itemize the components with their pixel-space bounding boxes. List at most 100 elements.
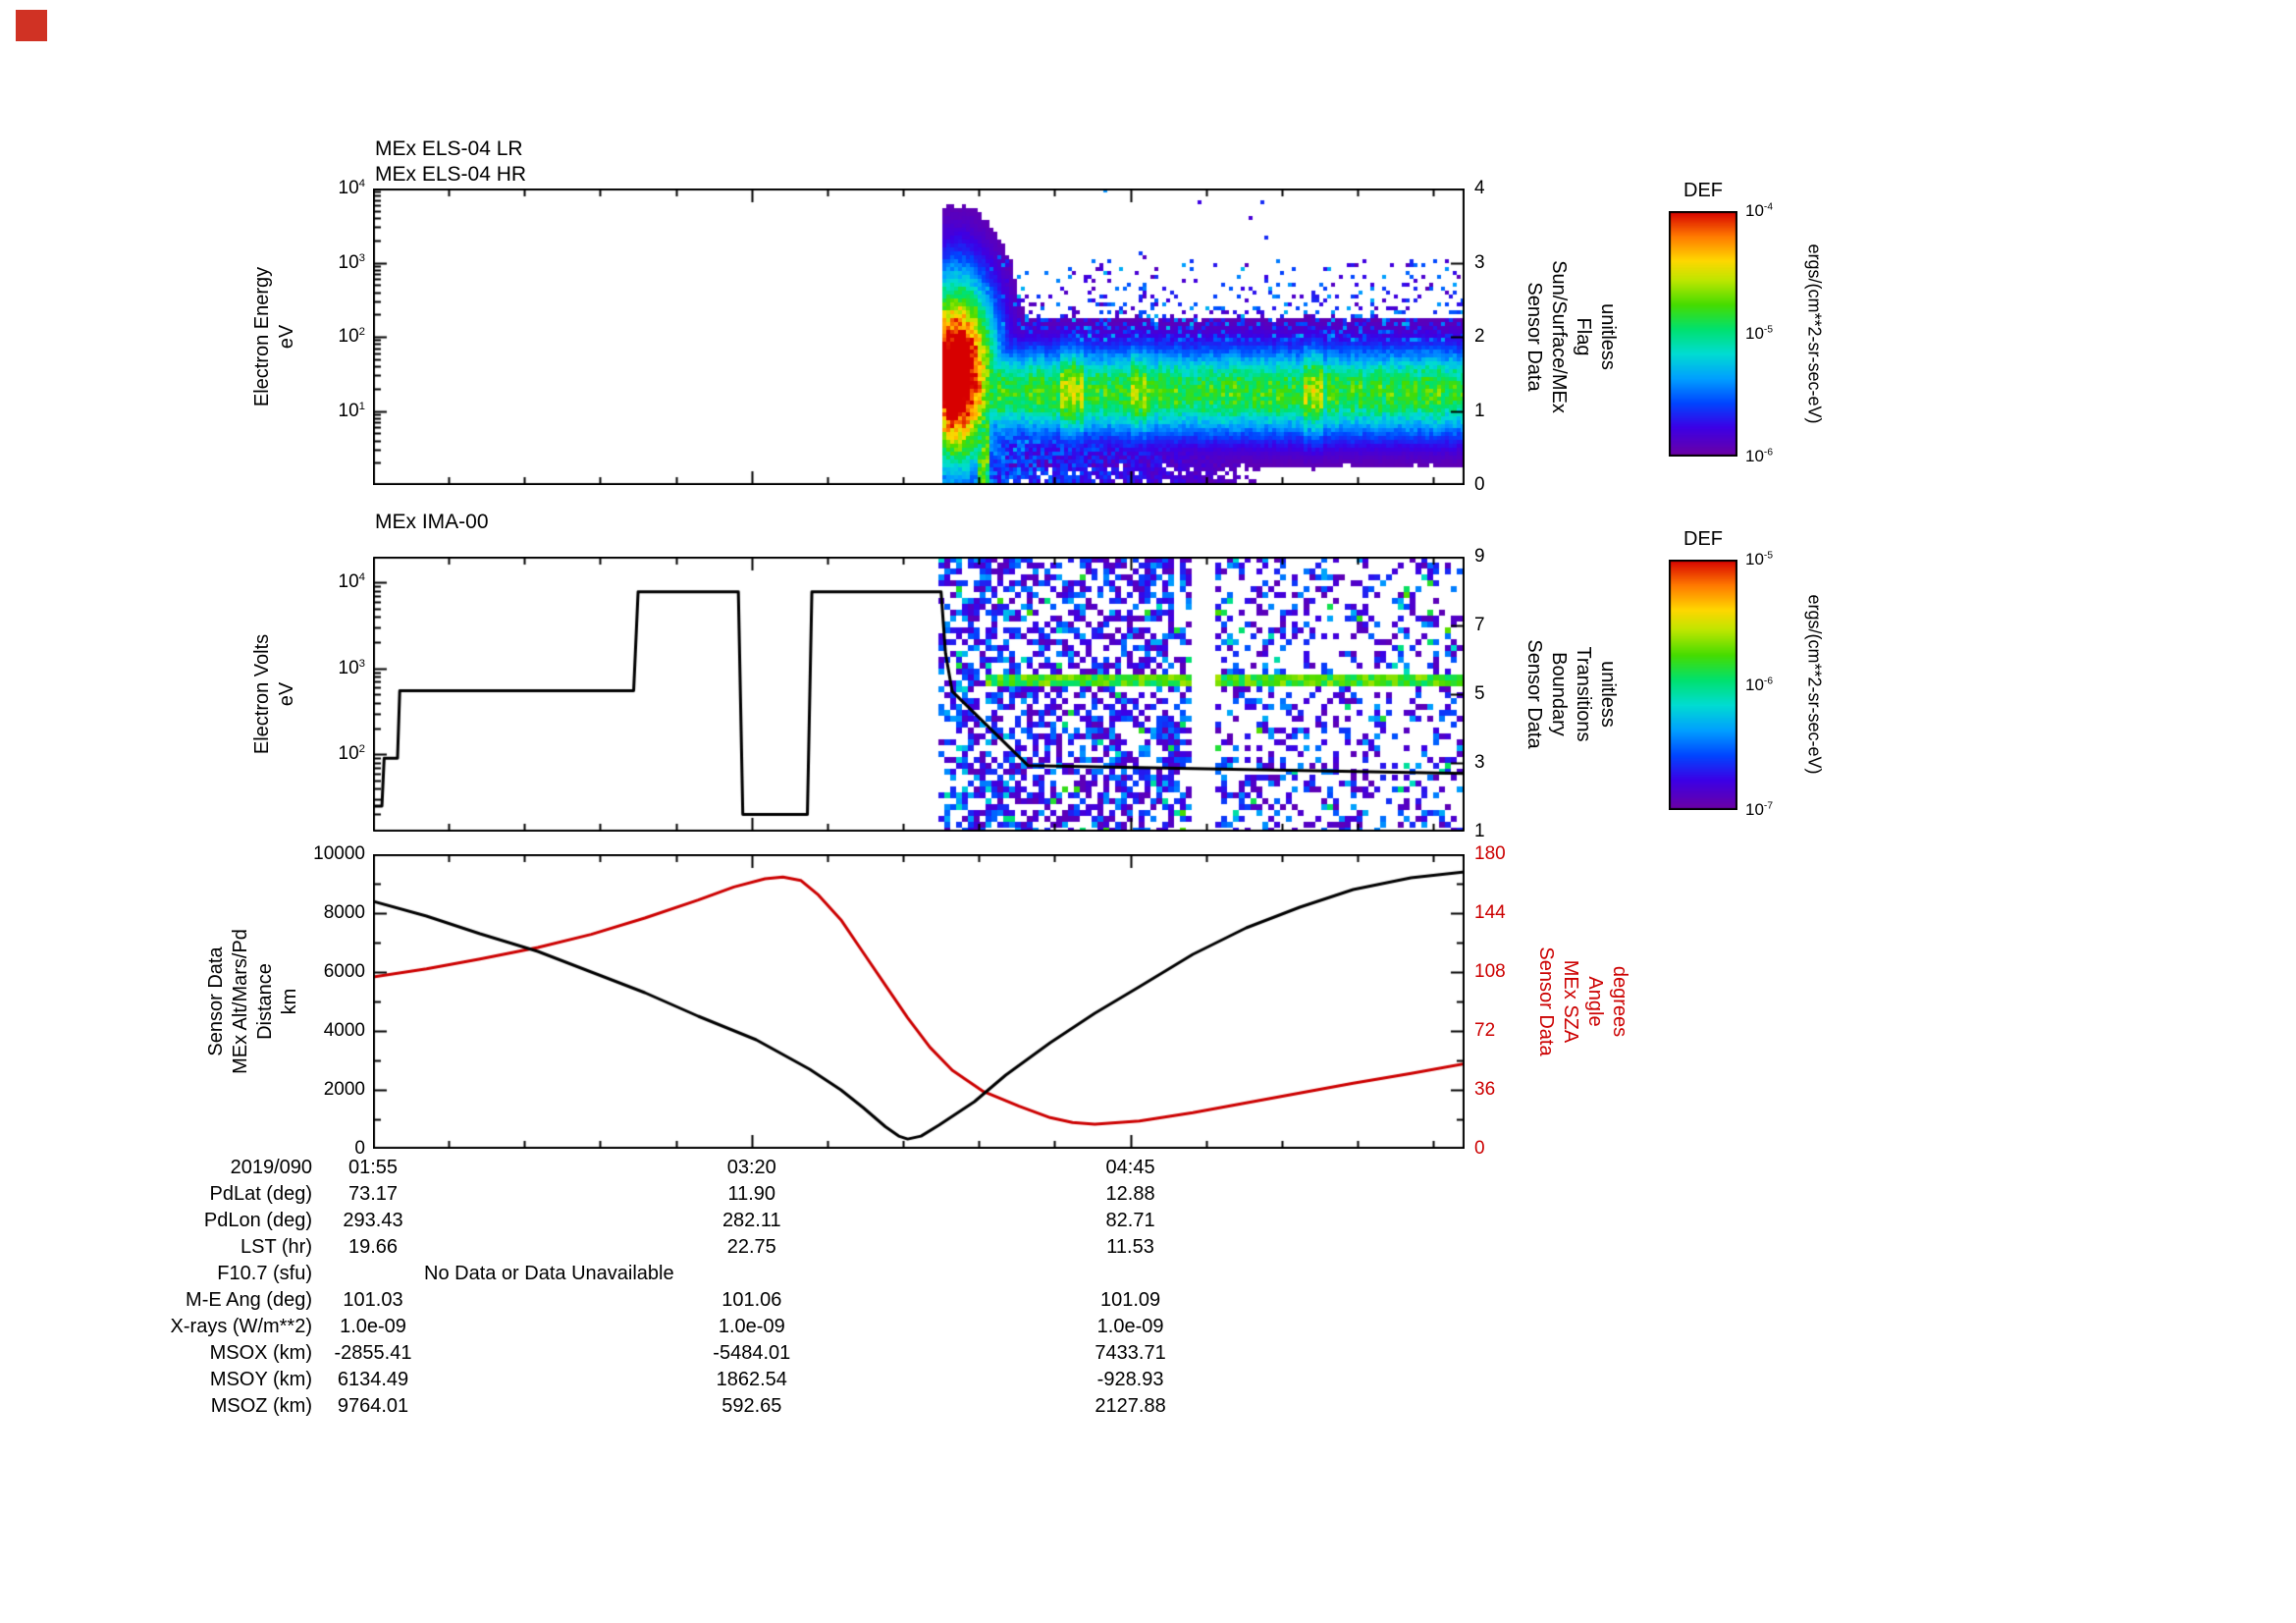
colorbar2-unit: ergs/(cm**2-sr-sec-eV) <box>1802 594 1827 774</box>
axis-title-line: unitless <box>1597 661 1619 728</box>
y-tick-label-right: 1 <box>1474 400 1485 421</box>
y-tick-label-left: 0 <box>354 1138 365 1159</box>
axis-title-line: Flag <box>1573 317 1594 356</box>
axis-title-line: degrees <box>1609 965 1630 1038</box>
axis-title-line: unitless <box>1597 303 1619 370</box>
time-tick-label: 03:20 <box>726 1157 776 1178</box>
colorbar2-gradient <box>1669 560 1737 810</box>
y-tick-label-right: 144 <box>1474 902 1506 923</box>
y-tick-label-left: 102 <box>338 325 365 348</box>
y-tick-label-right: 3 <box>1474 752 1485 773</box>
y-tick-label-right: 36 <box>1474 1079 1496 1100</box>
axis-title-line: Distance <box>254 963 276 1040</box>
annotation-value: 9764.01 <box>337 1395 409 1417</box>
annotation-value: 2127.88 <box>1095 1395 1166 1417</box>
colorbar-tick-label: 10-7 <box>1745 800 1773 819</box>
annotation-span-value: No Data or Data Unavailable <box>424 1263 674 1284</box>
axis-title-line: Electron Volts <box>251 633 273 755</box>
panel3-left-axis-title: Sensor Data MEx Alt/Mars/Pd Distance km <box>204 929 302 1074</box>
panel3-right-axis-title: degrees Angle MEx SZA Sensor Data <box>1533 947 1631 1055</box>
annotation-value: 7433.71 <box>1095 1342 1166 1364</box>
annotation-row-label: MSOZ (km) <box>210 1395 312 1417</box>
y-tick-label-right: 9 <box>1474 546 1485 567</box>
annotation-row-label: F10.7 (sfu) <box>217 1263 312 1284</box>
y-tick-label-left: 4000 <box>323 1020 365 1041</box>
y-tick-label-right: 72 <box>1474 1020 1496 1041</box>
y-tick-label-left: 104 <box>338 177 365 199</box>
y-tick-label-right: 4 <box>1474 178 1485 198</box>
colorbar-tick-label: 10-6 <box>1745 447 1773 465</box>
ima-spectrogram-panel <box>373 557 1465 832</box>
annotation-value: 73.17 <box>347 1183 399 1205</box>
axis-title-line: Sensor Data <box>1523 282 1545 392</box>
corner-marker <box>16 10 47 41</box>
y-tick-label-left: 104 <box>338 571 365 593</box>
annotation-value: 11.53 <box>1106 1236 1154 1258</box>
orbit-line-panel <box>373 854 1465 1149</box>
annotation-row-label: MSOX (km) <box>209 1342 312 1364</box>
axis-title-line: Sensor Data <box>1535 947 1557 1056</box>
annotation-value: 1.0e-09 <box>1096 1316 1164 1337</box>
annotation-value: 592.65 <box>721 1395 782 1417</box>
y-tick-label-right: 0 <box>1474 1138 1485 1159</box>
y-tick-label-left: 8000 <box>323 902 365 923</box>
colorbar1-gradient <box>1669 211 1737 457</box>
axis-title-line: Sensor Data <box>1523 639 1545 749</box>
y-tick-label-left: 2000 <box>323 1079 365 1100</box>
y-tick-label-left: 101 <box>338 400 365 421</box>
annotation-value: 22.75 <box>726 1236 776 1258</box>
y-tick-label-left: 6000 <box>323 961 365 982</box>
annotation-value: 101.06 <box>721 1289 782 1311</box>
annotation-value: 12.88 <box>1105 1183 1155 1205</box>
annotation-value: 282.11 <box>721 1210 781 1231</box>
annotation-value: -2855.41 <box>334 1342 412 1364</box>
colorbar-unit-text: ergs/(cm**2-sr-sec-eV) <box>1804 594 1825 775</box>
panel1-title-hr: MEx ELS-04 HR <box>375 163 527 186</box>
colorbar-tick-label: 10-6 <box>1745 675 1773 694</box>
axis-title-line: km <box>279 988 300 1015</box>
y-tick-label-right: 7 <box>1474 615 1485 635</box>
panel2-left-axis-title: Electron Volts eV <box>250 634 299 754</box>
annotation-value: 1862.54 <box>716 1369 787 1390</box>
annotation-value: -5484.01 <box>713 1342 791 1364</box>
annotation-row-label: X-rays (W/m**2) <box>170 1316 312 1337</box>
els-spectrogram-panel <box>373 189 1465 485</box>
annotation-row-label: MSOY (km) <box>209 1369 312 1390</box>
annotation-row-label: M-E Ang (deg) <box>186 1289 312 1311</box>
annotation-row-label: PdLat (deg) <box>209 1183 312 1205</box>
y-tick-label-right: 5 <box>1474 683 1485 704</box>
time-tick-label: 01:55 <box>347 1157 399 1178</box>
axis-title-line: Transitions <box>1573 646 1594 742</box>
panel1-left-axis-title: Electron Energy eV <box>250 267 299 406</box>
axis-title-line: MEx Alt/Mars/Pd <box>230 929 251 1074</box>
annotation-row-label: PdLon (deg) <box>203 1210 312 1231</box>
annotation-value: 11.90 <box>727 1183 776 1205</box>
axis-title-line: Sun/Surface/MEx <box>1548 260 1570 413</box>
colorbar-tick-label: 10-5 <box>1745 324 1773 343</box>
y-tick-label-right: 3 <box>1474 251 1485 273</box>
time-tick-label: 04:45 <box>1105 1157 1155 1178</box>
y-tick-label-right: 0 <box>1474 474 1485 495</box>
panel2-title: MEx IMA-00 <box>375 511 489 533</box>
axis-title-line: MEx SZA <box>1560 959 1581 1044</box>
colorbar-tick-label: 10-5 <box>1745 550 1773 568</box>
annotation-value: 19.66 <box>347 1236 399 1258</box>
colorbar2-title: DEF <box>1683 528 1723 550</box>
axis-title-line: eV <box>276 324 297 350</box>
annotation-row-label: LST (hr) <box>240 1236 312 1258</box>
annotation-value: 101.09 <box>1099 1289 1161 1311</box>
y-tick-label-left: 103 <box>338 657 365 678</box>
y-tick-label-left: 102 <box>338 743 365 765</box>
axis-title-line: Sensor Data <box>205 947 227 1056</box>
panel2-right-axis-title: unitless Transitions Boundary Sensor Dat… <box>1522 639 1620 748</box>
colorbar1-unit: ergs/(cm**2-sr-sec-eV) <box>1802 243 1827 423</box>
y-tick-label-right: 180 <box>1474 843 1506 864</box>
annotation-value: -928.93 <box>1096 1369 1164 1390</box>
panel1-title-lr: MEx ELS-04 LR <box>375 137 523 160</box>
annotation-value: 101.03 <box>343 1289 403 1311</box>
y-tick-label-right: 1 <box>1474 821 1485 841</box>
axis-title-line: Electron Energy <box>251 266 273 407</box>
annotation-value: 6134.49 <box>337 1369 409 1390</box>
annotation-row-label: 2019/090 <box>230 1157 312 1178</box>
y-tick-label-right: 108 <box>1474 961 1506 982</box>
